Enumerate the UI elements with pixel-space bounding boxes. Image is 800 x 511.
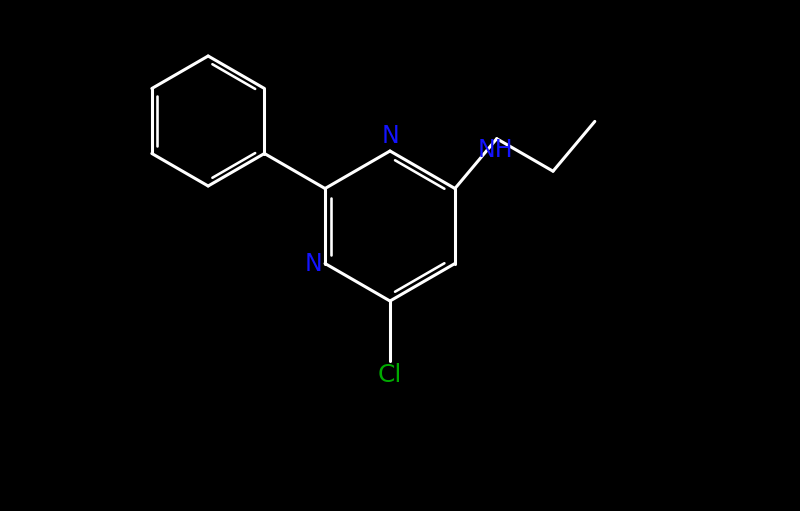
Text: Cl: Cl	[378, 363, 402, 387]
Text: N: N	[304, 251, 322, 275]
Text: N: N	[381, 124, 399, 148]
Text: NH: NH	[478, 137, 514, 161]
